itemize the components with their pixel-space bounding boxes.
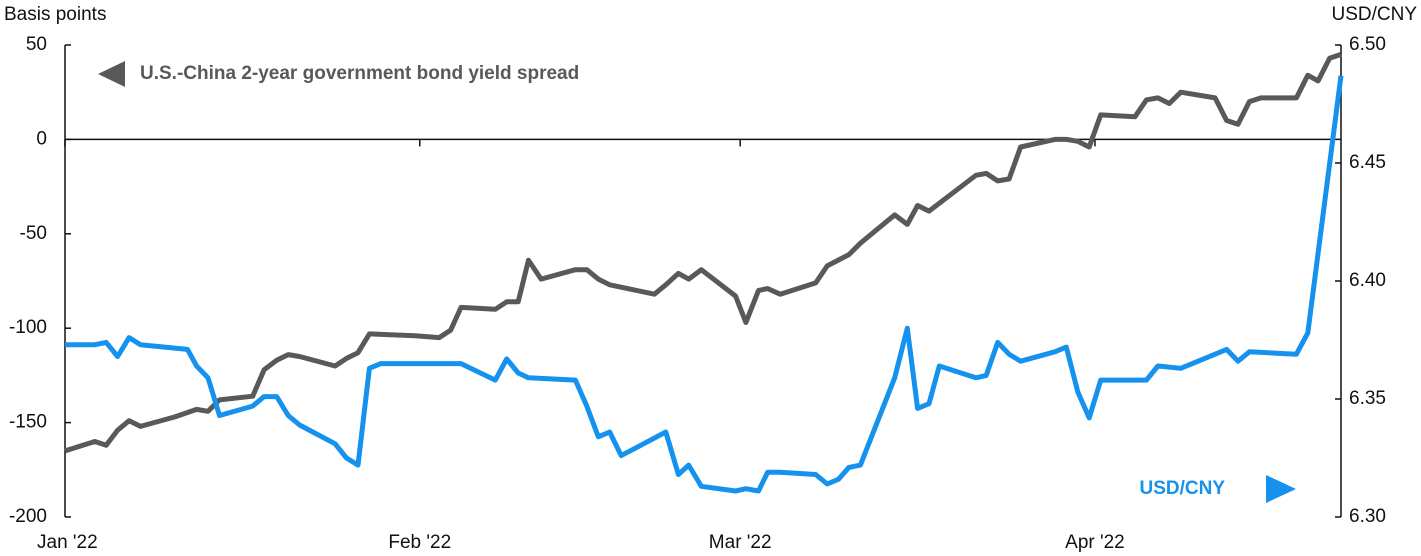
annotation: U.S.-China 2-year government bond yield … [140, 63, 579, 84]
x-tick-label: Apr '22 [1065, 532, 1125, 553]
y2-tick-label: 6.30 [1349, 506, 1386, 527]
y-tick-label: -100 [9, 317, 47, 338]
y-tick-label: -50 [20, 223, 47, 244]
y2-tick-label: 6.40 [1349, 270, 1386, 291]
series-line [65, 75, 1344, 494]
right-arrow [1266, 475, 1296, 503]
left-arrow [98, 61, 125, 87]
y2-tick-label: 6.35 [1349, 388, 1386, 409]
y2-tick-label: 6.50 [1349, 34, 1386, 55]
x-tick-label: Mar '22 [709, 532, 772, 553]
y-tick-label: -150 [9, 412, 47, 433]
y-tick-label: 0 [36, 128, 47, 149]
y-tick-label: 50 [26, 34, 47, 55]
y2-axis-label: USD/CNY [1331, 4, 1417, 25]
x-tick-label: Feb '22 [388, 532, 451, 553]
y-tick-label: -200 [9, 506, 47, 527]
x-tick-label: Jan '22 [37, 532, 98, 553]
y-axis-label: Basis points [4, 4, 106, 25]
series-line [64, 52, 1342, 454]
annotation: USD/CNY [1139, 478, 1225, 499]
y2-tick-label: 6.45 [1349, 152, 1386, 173]
